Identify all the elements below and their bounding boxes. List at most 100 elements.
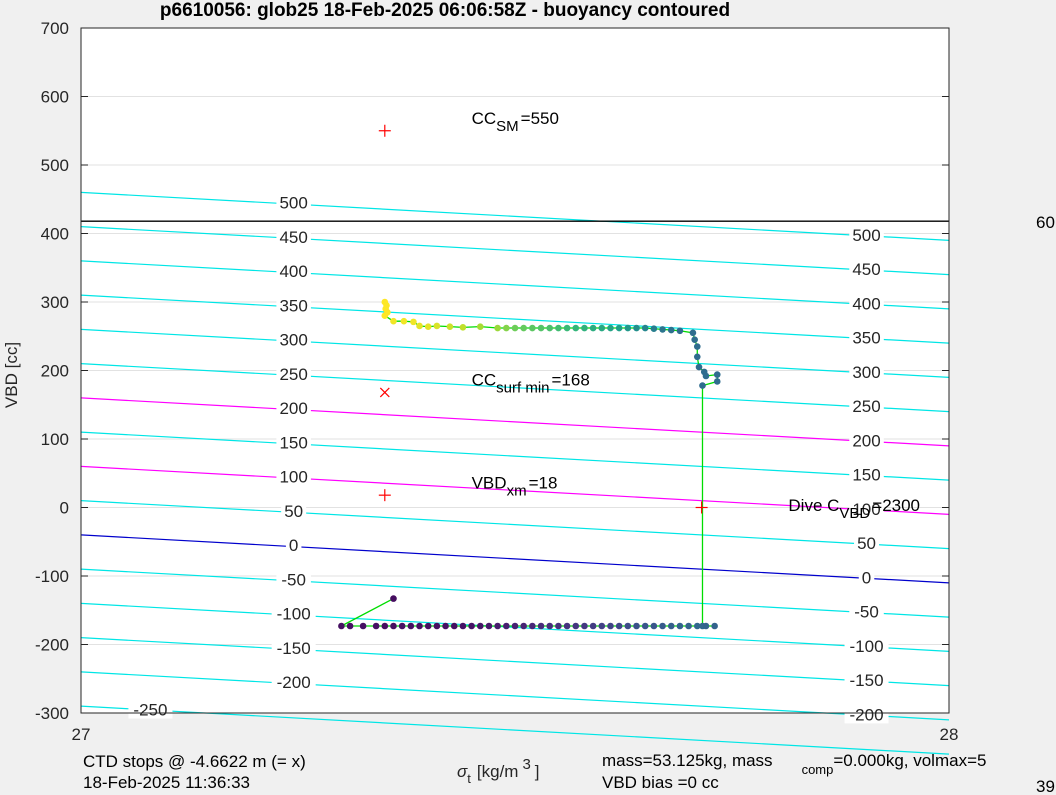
contour-label-bg-right-6 xyxy=(849,429,884,450)
contour-line-11 xyxy=(80,568,950,618)
contour-label-left-1: 450 xyxy=(279,228,307,247)
x-axis-label-sub: t xyxy=(467,771,471,786)
y-tick-label-10: -300 xyxy=(35,704,69,723)
data-point-27 xyxy=(607,324,614,332)
data-point-56 xyxy=(633,622,640,630)
annotation-sub: xm xyxy=(507,482,527,499)
annotation-2: VBDxm =18 xyxy=(472,473,558,499)
data-point-58 xyxy=(615,622,623,630)
annotation-main: CC xyxy=(472,371,497,390)
contour-line-6 xyxy=(80,397,950,447)
contour-labels: 500450400350300250200150100500-50-100-15… xyxy=(128,191,889,724)
data-point-82 xyxy=(407,622,415,630)
contour-label-bg-left-2 xyxy=(276,260,311,281)
data-point-33 xyxy=(659,326,666,333)
contour-label-bg-right-8 xyxy=(849,497,884,518)
y-axis-label: VBD [cc] xyxy=(2,342,21,408)
contour-label-bg-right-11 xyxy=(849,600,884,621)
data-point-74 xyxy=(476,622,484,630)
data-point-48 xyxy=(711,622,718,630)
contour-label-right-8: 100 xyxy=(852,500,880,519)
data-point-61 xyxy=(589,622,597,630)
data-point-87 xyxy=(359,622,367,630)
annotation-main: CC xyxy=(472,109,497,128)
data-point-12 xyxy=(459,324,467,331)
contour-label-bg-left-1 xyxy=(276,225,311,246)
data-point-15 xyxy=(503,324,510,332)
chart-title: p6610056: glob25 18-Feb-2025 06:06:58Z -… xyxy=(160,0,730,21)
data-point-81 xyxy=(416,622,423,630)
contour-label-right-12: -100 xyxy=(850,637,884,656)
contour-label-right-9: 50 xyxy=(857,534,876,553)
data-point-40 xyxy=(695,363,703,371)
contour-label-left-4: 300 xyxy=(279,331,307,350)
contour-label-bg-left-6 xyxy=(276,397,311,418)
marker-2 xyxy=(378,489,391,502)
annotation-1: CCsurf min =168 xyxy=(472,371,590,397)
data-point-69 xyxy=(520,622,527,630)
contour-label-left-0: 500 xyxy=(279,194,307,213)
data-point-76 xyxy=(459,622,467,630)
contour-label-right-4: 300 xyxy=(852,363,880,382)
data-point-4 xyxy=(381,312,389,320)
annotation-value: =168 xyxy=(552,371,590,390)
contour-lines xyxy=(80,191,950,755)
contour-label-bg-right-12 xyxy=(844,634,889,655)
contour-label-bg-left-12 xyxy=(271,602,316,623)
right-edge-stub: 60 xyxy=(1036,213,1055,232)
data-point-84 xyxy=(390,622,397,630)
contour-line-1 xyxy=(80,226,950,276)
data-point-7 xyxy=(410,318,417,326)
data-point-60 xyxy=(598,622,606,630)
contour-label-right-1: 450 xyxy=(852,260,880,279)
x-tick-label-0: 27 xyxy=(72,725,91,744)
contour-line-7 xyxy=(80,431,950,481)
data-point-39 xyxy=(693,353,701,361)
data-point-83 xyxy=(398,622,406,630)
contour-label-bg-right-2 xyxy=(849,292,884,313)
data-point-6 xyxy=(400,317,408,325)
vbd-bias-text: VBD bias =0 cc xyxy=(602,773,719,792)
contour-label-bg-left-3 xyxy=(276,294,311,315)
data-point-8 xyxy=(416,322,423,330)
contour-label-right-2: 400 xyxy=(852,294,880,313)
data-point-19 xyxy=(537,324,545,332)
contour-line-2 xyxy=(80,260,950,310)
data-point-88 xyxy=(346,622,354,630)
y-tick-label-3: 400 xyxy=(41,225,69,244)
data-point-30 xyxy=(633,324,640,332)
data-point-77 xyxy=(450,622,458,630)
data-point-66 xyxy=(546,622,554,630)
y-tick-label-4: 300 xyxy=(41,293,69,312)
annotation-3: Dive CVBD =2300 xyxy=(788,496,920,522)
contour-line-9 xyxy=(80,500,950,550)
annotation-sub: SM xyxy=(496,118,518,135)
data-point-34 xyxy=(667,326,675,334)
contour-label-bg-left-0 xyxy=(276,191,311,212)
data-point-26 xyxy=(598,324,606,332)
data-point-43 xyxy=(713,371,721,378)
data-point-86 xyxy=(372,622,380,630)
data-point-65 xyxy=(555,622,562,630)
mass-text-sub: comp xyxy=(802,762,834,777)
contour-label-bg-right-0 xyxy=(849,223,884,244)
contour-label-right-10: 0 xyxy=(862,568,871,587)
y-tick-label-0: 700 xyxy=(41,19,69,38)
y-tick-label-9: -200 xyxy=(35,636,69,655)
data-point-17 xyxy=(520,324,527,332)
x-axis-label-symbol: σ xyxy=(457,762,468,781)
data-point-89 xyxy=(338,622,345,630)
data-point-49 xyxy=(693,622,701,630)
contour-label-left-8: 100 xyxy=(279,468,307,487)
contour-label-left-6: 200 xyxy=(279,399,307,418)
contour-line-4 xyxy=(80,328,950,378)
contour-label-bg-left-11 xyxy=(276,568,311,589)
data-point-71 xyxy=(503,622,510,630)
ctd-stops-text: CTD stops @ -4.6622 m (= x) xyxy=(83,752,306,771)
data-point-72 xyxy=(494,622,501,630)
contour-label-left-13: -150 xyxy=(277,639,311,658)
data-point-21 xyxy=(555,324,562,332)
contour-label-left-5: 250 xyxy=(279,365,307,384)
data-point-36 xyxy=(689,329,697,337)
